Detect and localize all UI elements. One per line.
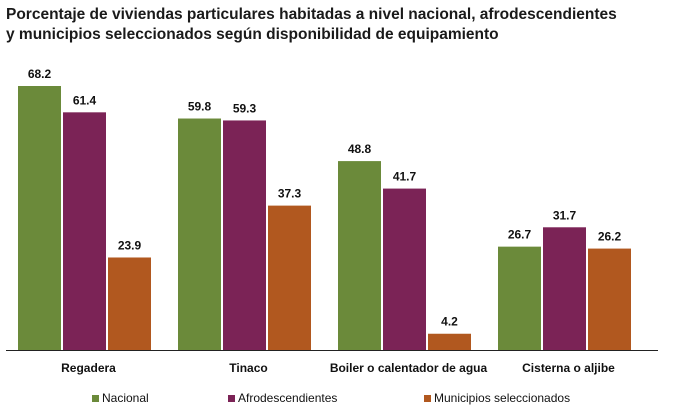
chart-title-line-1: Porcentaje de viviendas particulares hab… [6,6,617,23]
data-label: 59.8 [188,100,212,114]
data-label: 61.4 [73,93,97,107]
bar-tinaco-0 [178,118,221,350]
x-tick-label: Cisterna o aljibe [522,361,615,375]
legend-label: Nacional [102,391,149,405]
bar-regadera-2 [108,257,151,350]
data-label: 37.3 [278,187,302,201]
data-label: 59.3 [233,101,257,115]
x-tick-label: Regadera [61,361,116,375]
legend-swatch [424,395,431,402]
bar-regadera-1 [63,112,106,351]
bar-boiler-o-calentador-de-agua-1 [383,188,426,350]
bar-tinaco-2 [268,205,311,350]
chart-title: Porcentaje de viviendas particulares hab… [6,5,646,45]
bar-tinaco-1 [223,120,266,350]
bar-cisterna-o-aljibe-1 [543,227,586,350]
bar-boiler-o-calentador-de-agua-2 [428,333,471,350]
data-label: 68.2 [28,67,52,81]
bar-boiler-o-calentador-de-agua-0 [338,161,381,350]
x-tick-label: Tinaco [229,361,267,375]
data-label: 23.9 [118,238,142,252]
legend-swatch [92,395,99,402]
data-label: 48.8 [348,142,372,156]
legend-label: Afrodescendientes [238,391,337,405]
bar-cisterna-o-aljibe-2 [588,248,631,350]
data-label: 26.2 [598,230,622,244]
data-label: 31.7 [553,208,577,222]
legend-label: Municipios seleccionados [434,391,570,405]
chart-title-line-2: y municipios seleccionados según disponi… [6,26,499,43]
bar-cisterna-o-aljibe-0 [498,246,541,350]
bar-regadera-0 [18,86,61,350]
data-label: 4.2 [441,315,458,329]
data-label: 41.7 [393,170,417,184]
data-label: 26.7 [508,228,532,242]
legend-swatch [228,395,235,402]
x-tick-label: Boiler o calentador de agua [330,361,488,375]
